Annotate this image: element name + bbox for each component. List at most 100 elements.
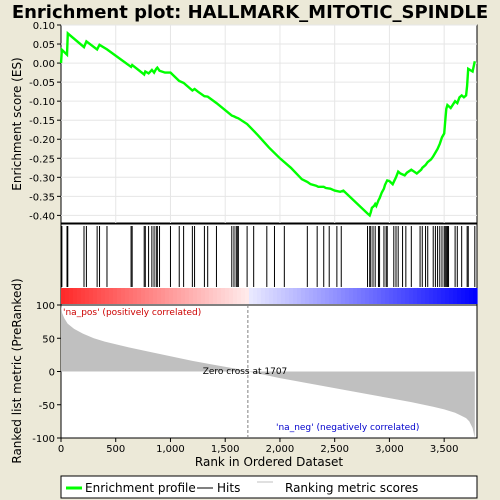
neg-label: 'na_neg' (negatively correlated) [276, 423, 419, 433]
rank-color-segment [145, 288, 150, 304]
rank-color-segment [237, 288, 242, 304]
rank-color-segment [249, 288, 254, 304]
rank-color-segment [301, 288, 306, 304]
rank-color-segment [341, 288, 346, 304]
rank-color-segment [257, 288, 262, 304]
rank-color-segment [349, 288, 354, 304]
es-y-tick-label: 0.05 [33, 40, 55, 51]
rank-color-segment [293, 288, 298, 304]
rank-color-segment [413, 288, 418, 304]
rank-color-segment [281, 288, 286, 304]
rank-color-segment [185, 288, 190, 304]
x-tick-label: 0 [58, 444, 64, 455]
rank-color-segment [197, 288, 202, 304]
rank-color-segment [277, 288, 282, 304]
rank-color-segment [449, 288, 454, 304]
rank-color-segment [329, 288, 334, 304]
rank-color-segment [85, 288, 90, 304]
legend-hits-label: Hits [217, 481, 240, 495]
rank-color-segment [385, 288, 390, 304]
rank-color-segment [225, 288, 230, 304]
rank-color-segment [161, 288, 166, 304]
rank-color-segment [353, 288, 358, 304]
rank-color-segment [393, 288, 398, 304]
rank-color-segment [461, 288, 466, 304]
rank-color-segment [121, 288, 126, 304]
rank-color-segment [457, 288, 462, 304]
rank-color-segment [209, 288, 214, 304]
x-tick-label: 1,000 [156, 444, 185, 455]
enrichment-profile-line [59, 30, 476, 218]
chart-title: Enrichment plot: HALLMARK_MITOTIC_SPINDL… [12, 2, 488, 23]
rank-color-segment [165, 288, 170, 304]
x-tick-label: 2,500 [320, 444, 349, 455]
rank-y-tick-label: 0 [49, 368, 55, 379]
rank-color-segment [205, 288, 210, 304]
rank-y-label: Ranked list metric (PreRanked) [10, 278, 24, 463]
rank-color-segment [105, 288, 110, 304]
rank-color-segment [73, 288, 78, 304]
rank-color-segment [265, 288, 270, 304]
rank-color-segment [93, 288, 98, 304]
es-y-tick-label: -0.15 [29, 116, 55, 127]
rank-color-segment [141, 288, 146, 304]
rank-y-tick-label: -50 [39, 401, 55, 412]
rank-color-segment [365, 288, 370, 304]
rank-color-segment [325, 288, 330, 304]
rank-color-segment [417, 288, 422, 304]
rank-color-segment [129, 288, 134, 304]
ranking-metric-area [61, 305, 475, 438]
rank-color-segment [309, 288, 314, 304]
rank-color-segment [137, 288, 142, 304]
rank-color-segment [221, 288, 226, 304]
es-y-tick-label: -0.35 [29, 192, 55, 203]
rank-y-tick-label: 100 [36, 301, 55, 312]
rank-color-segment [181, 288, 186, 304]
es-y-tick-label: -0.25 [29, 154, 55, 165]
rank-color-segment [261, 288, 266, 304]
rank-color-segment [241, 288, 246, 304]
zero-cross-label: Zero cross at 1707 [203, 367, 288, 377]
rank-color-segment [233, 288, 238, 304]
rank-y-tick-label: 50 [42, 334, 55, 345]
rank-color-segment [77, 288, 82, 304]
rank-color-segment [97, 288, 102, 304]
es-y-tick-label: -0.40 [29, 211, 55, 222]
rank-color-segment [217, 288, 222, 304]
rank-color-segment [377, 288, 382, 304]
rank-color-segment [169, 288, 174, 304]
rank-color-segment [253, 288, 258, 304]
es-y-tick-label: 0.10 [33, 21, 55, 32]
rank-color-segment [337, 288, 342, 304]
rank-color-segment [285, 288, 290, 304]
rank-color-segment [321, 288, 326, 304]
es-y-tick-label: -0.05 [29, 78, 55, 89]
rank-color-segment [409, 288, 414, 304]
rank-color-segment [305, 288, 310, 304]
rank-color-segment [389, 288, 394, 304]
rank-color-segment [405, 288, 410, 304]
rank-color-segment [445, 288, 450, 304]
rank-color-segment [245, 288, 250, 304]
legend-box [60, 475, 478, 499]
rank-color-segment [125, 288, 130, 304]
rank-color-segment [441, 288, 446, 304]
rank-color-segment [453, 288, 458, 304]
rank-color-segment [397, 288, 402, 304]
rank-color-segment [433, 288, 438, 304]
rank-color-segment [213, 288, 218, 304]
es-y-tick-label: -0.20 [29, 135, 55, 146]
x-axis: 0 500 1,000 1,500 2,000 2,500 3,000 3,500 [58, 438, 459, 455]
rank-color-segment [153, 288, 158, 304]
es-plot-area [60, 24, 478, 224]
rank-color-segment [297, 288, 302, 304]
rank-color-segment [357, 288, 362, 304]
rank-color-segment [89, 288, 94, 304]
rank-color-segment [333, 288, 338, 304]
x-tick-label: 2,000 [266, 444, 295, 455]
rank-color-segment [369, 288, 374, 304]
rank-color-segment [289, 288, 294, 304]
x-tick-label: 3,500 [430, 444, 459, 455]
rank-color-segment [373, 288, 378, 304]
rank-color-segment [437, 288, 442, 304]
